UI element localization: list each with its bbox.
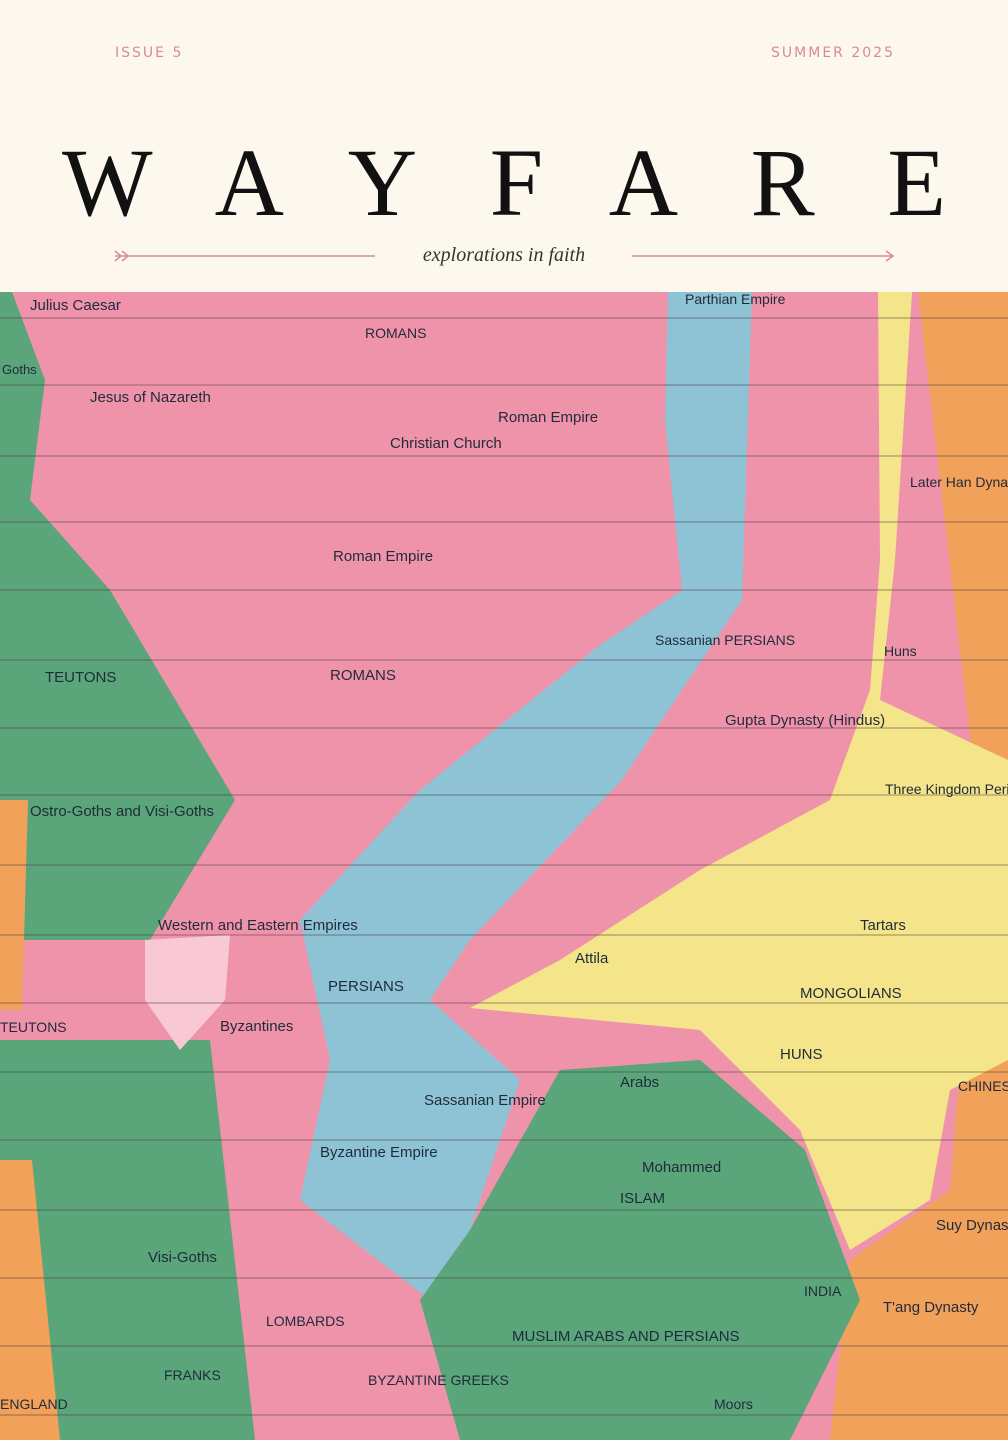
season: SUMMER 2025 — [771, 45, 895, 61]
map-label: FRANKS — [164, 1367, 221, 1383]
map-label: Julius Caesar — [30, 297, 121, 314]
map-label: Western and Eastern Empires — [158, 917, 358, 934]
tagline: explorations in faith — [423, 244, 585, 266]
map-label: Tartars — [860, 917, 906, 934]
map-label: ROMANS — [330, 667, 396, 684]
map-label: Roman Empire — [498, 409, 598, 426]
map-label: Later Han Dynasty — [910, 474, 1008, 490]
map-label: MONGOLIANS — [800, 985, 902, 1002]
map-label: Sassanian PERSIANS — [655, 632, 795, 648]
map-label: ISLAM — [620, 1190, 665, 1207]
map-label: T'ang Dynasty — [883, 1299, 979, 1316]
map-label: TEUTONS — [45, 669, 116, 686]
map-label: Parthian Empire — [685, 291, 786, 307]
map-label: TEUTONS — [0, 1019, 67, 1035]
map-label: Goths — [2, 362, 37, 377]
map-label: BYZANTINE GREEKS — [368, 1372, 509, 1388]
map-label: Suy Dynasty — [936, 1217, 1008, 1234]
map-label: ENGLAND — [0, 1396, 68, 1412]
map-label: Byzantine Empire — [320, 1144, 438, 1161]
map-label: CHINESE — [958, 1078, 1008, 1094]
map-label: Ostro-Goths and Visi-Goths — [30, 803, 214, 820]
map-label: Visi-Goths — [148, 1249, 217, 1266]
map-label: Attila — [575, 950, 609, 967]
map-label: Huns — [884, 643, 917, 659]
issue: ISSUE 5 — [115, 45, 183, 61]
map-label: INDIA — [804, 1283, 842, 1299]
map-label: LOMBARDS — [266, 1313, 345, 1329]
tagline-rules — [114, 250, 895, 262]
map-label: Christian Church — [390, 435, 502, 452]
map-label: Roman Empire — [333, 548, 433, 565]
map-label: MUSLIM ARABS AND PERSIANS — [512, 1328, 740, 1345]
map-label: Moors — [714, 1396, 753, 1412]
map-label: HUNS — [780, 1046, 823, 1063]
map-label: Arabs — [620, 1074, 659, 1091]
map-label: Three Kingdom Period — [885, 781, 1008, 797]
map-label: ROMANS — [365, 325, 426, 341]
map-label: Sassanian Empire — [424, 1092, 546, 1109]
map-label: Jesus of Nazareth — [90, 389, 211, 406]
map-label: PERSIANS — [328, 978, 404, 995]
map-labels: Julius Caesar ROMANS Parthian Empire Got… — [0, 291, 1008, 1412]
map-label: Mohammed — [642, 1159, 721, 1176]
histomap — [0, 292, 1008, 1440]
map-label: Gupta Dynasty (Hindus) — [725, 712, 885, 729]
header-bg — [0, 0, 1008, 292]
map-label: Byzantines — [220, 1018, 293, 1035]
